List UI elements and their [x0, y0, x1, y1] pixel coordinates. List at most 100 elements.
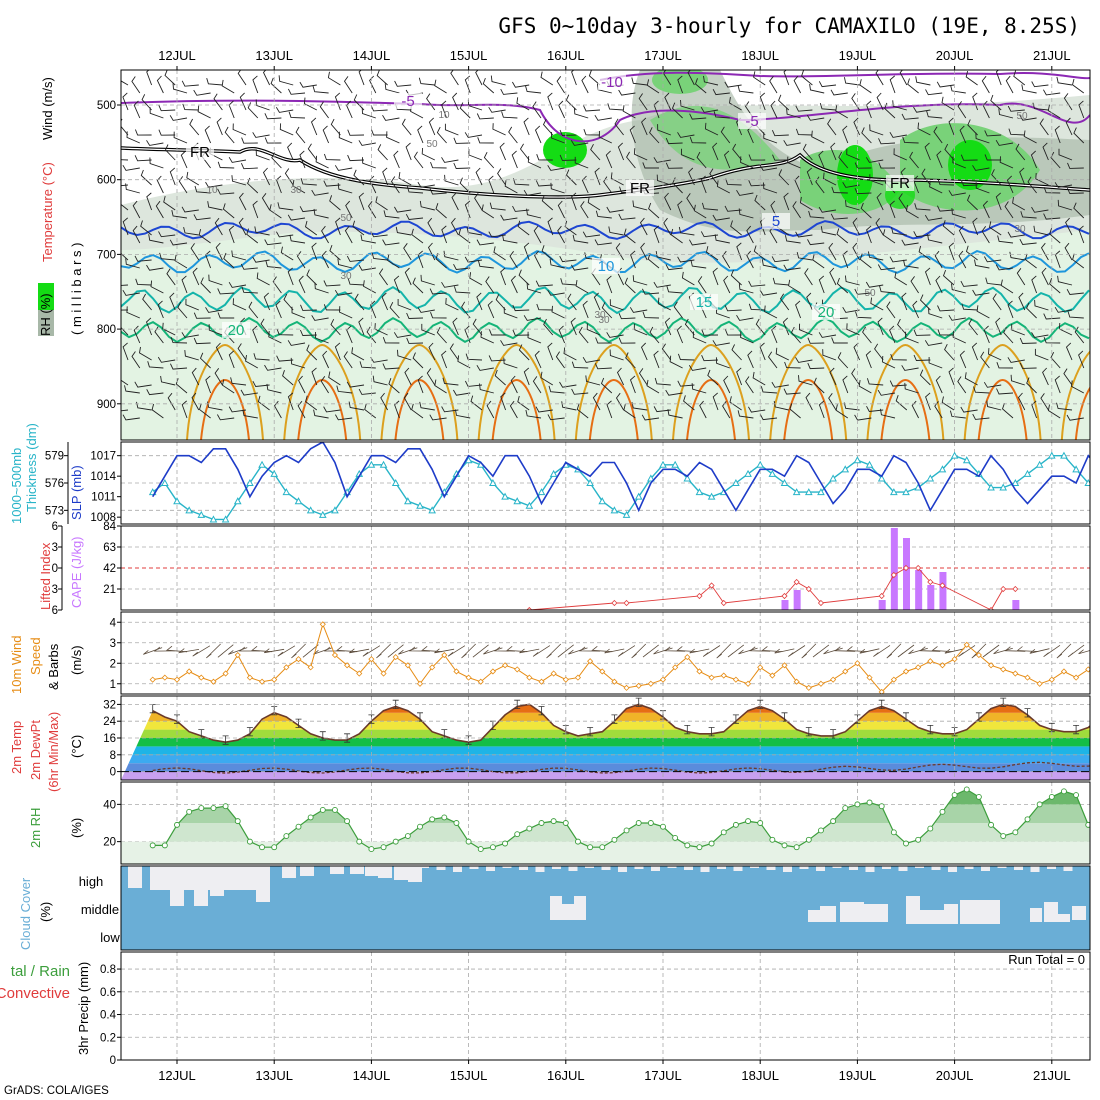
- wind-barb: [371, 252, 388, 261]
- rh2m-point: [1036, 801, 1043, 808]
- slp-tick-label: 1014: [90, 471, 116, 483]
- wind-barb: [147, 361, 164, 369]
- wind-barb: [376, 70, 388, 86]
- thickness-point: [756, 460, 765, 468]
- thickness-point: [1023, 469, 1032, 477]
- bottom-date-label: 20JUL: [936, 1068, 974, 1083]
- wind-barb: [891, 227, 907, 236]
- wind-barb: [134, 155, 152, 162]
- surface-wind-barb: [1043, 644, 1061, 658]
- wind-barb: [405, 142, 412, 161]
- wind-barb: [1005, 75, 1014, 94]
- wind-barb: [581, 75, 589, 94]
- wind-barb: [809, 84, 825, 94]
- wind-barb: [158, 129, 176, 136]
- wind-speed-point: [599, 668, 606, 675]
- wind-barb: [276, 355, 294, 362]
- wind-barb: [615, 392, 624, 411]
- thickness-point: [683, 474, 692, 482]
- wind-barb: [860, 202, 872, 219]
- wind-barb: [1020, 211, 1037, 219]
- wind-speed-point: [1024, 674, 1031, 681]
- wind-barb: [988, 348, 1002, 361]
- wind-barb: [548, 385, 565, 394]
- cloud-gap-high: [931, 866, 941, 870]
- wind-barb: [185, 298, 199, 311]
- wind-barb: [960, 406, 978, 413]
- rh2m-point: [429, 816, 436, 823]
- cape-axis-label: CAPE (J/kg): [69, 536, 84, 608]
- axis-tick-label: 24: [103, 716, 116, 728]
- surface-wind-barb: [1056, 643, 1072, 659]
- thickness-point: [1060, 451, 1068, 459]
- wind-barb: [773, 400, 789, 411]
- wind-barb: [205, 375, 212, 394]
- wind-barb: [215, 242, 223, 261]
- wind-barb: [1019, 167, 1026, 186]
- surface-wind-barb: [519, 648, 540, 654]
- wind-barb: [182, 103, 199, 111]
- wind-barb: [193, 312, 211, 319]
- surface-wind-barb: [238, 646, 260, 652]
- wind-barb: [426, 93, 436, 111]
- cloud-gap-high: [948, 866, 957, 872]
- thickness-point: [464, 456, 473, 464]
- wind-speed-point: [866, 674, 873, 681]
- wind-barb: [854, 188, 872, 195]
- wind-barb: [434, 79, 447, 94]
- wind-barb: [772, 277, 789, 286]
- wind-barb: [404, 367, 412, 386]
- wind-barb: [622, 105, 636, 119]
- wind-barb: [499, 142, 507, 161]
- minmax-bar: [1073, 725, 1080, 735]
- isotherm-30: [686, 378, 736, 440]
- rh2m-point: [684, 842, 691, 849]
- wind-barb: [551, 132, 565, 144]
- wind-barb: [559, 381, 577, 388]
- wind-barb: [1023, 130, 1037, 144]
- wind-speed-point: [477, 678, 484, 685]
- wind-barb: [959, 125, 967, 144]
- wind-barb: [370, 105, 388, 112]
- wind-barb: [649, 326, 660, 344]
- cloud-gap-high: [568, 866, 578, 871]
- wind-speed-point: [939, 662, 946, 669]
- wind-barb: [132, 225, 141, 244]
- wind-barb: [829, 367, 837, 386]
- wind-barb: [889, 256, 907, 263]
- wind-barb: [278, 75, 294, 86]
- rh2m-point: [234, 818, 241, 825]
- wind-speed-point: [1073, 674, 1080, 681]
- isotherm-25: [963, 343, 1042, 440]
- wind-barb: [879, 285, 896, 294]
- wind-speed-point: [817, 680, 825, 687]
- bottom-date-label: 17JUL: [644, 1068, 682, 1083]
- rh2m-point: [866, 799, 873, 806]
- wind-barb: [217, 288, 235, 295]
- wind-barb: [594, 167, 601, 186]
- wind-barb: [936, 205, 955, 212]
- surface-wind-barb: [177, 648, 200, 654]
- wind-barb: [321, 225, 329, 244]
- wind-barb: [517, 395, 530, 411]
- rh2m-point: [526, 825, 533, 832]
- wind-barb: [543, 318, 554, 336]
- wind-barb: [426, 368, 436, 386]
- cape-bar: [878, 600, 886, 610]
- wind-barb: [353, 94, 365, 111]
- thickness-point: [902, 488, 910, 496]
- wind-barb: [671, 102, 683, 119]
- wind-barb: [886, 301, 896, 319]
- surface-wind-barb: [919, 646, 941, 652]
- temperature-band: [121, 746, 1090, 755]
- rh2m-point: [417, 823, 423, 830]
- cape-bar: [927, 585, 935, 610]
- wind-barb: [454, 409, 471, 419]
- wind-barb: [252, 256, 270, 263]
- wind-barb: [889, 380, 907, 387]
- wind-barb: [348, 401, 365, 411]
- wind-barb: [687, 70, 695, 86]
- wind-barb: [759, 289, 778, 296]
- surface-wind-barb: [472, 644, 489, 658]
